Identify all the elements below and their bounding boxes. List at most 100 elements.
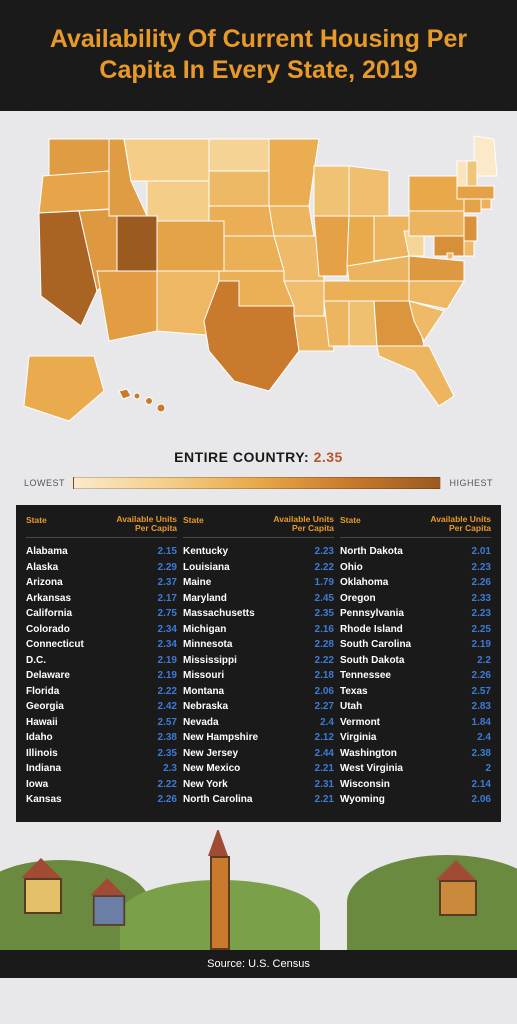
state-name: Louisiana (183, 560, 236, 576)
state-name: Nebraska (183, 699, 234, 715)
state-value: 2.22 (158, 777, 177, 793)
state-ma (457, 186, 494, 199)
state-ut (117, 216, 157, 271)
legend-high-label: HIGHEST (449, 478, 493, 488)
state-name: Colorado (26, 622, 76, 638)
state-value: 2.06 (315, 684, 334, 700)
table-row: Oklahoma2.26 (340, 575, 491, 591)
table-row: Vermont1.84 (340, 715, 491, 731)
table-row: New York2.31 (183, 777, 334, 793)
state-or (39, 171, 109, 213)
state-co (157, 221, 224, 271)
state-name: Alabama (26, 544, 74, 560)
state-value: 2.75 (158, 606, 177, 622)
table-column: StateAvailable Units Per CapitaAlabama2.… (26, 515, 177, 808)
table-row: Illinois2.35 (26, 746, 177, 762)
state-name: Idaho (26, 730, 59, 746)
table-row: New Mexico2.21 (183, 761, 334, 777)
source-footer: Source: U.S. Census (0, 950, 517, 978)
source-text: Source: U.S. Census (207, 958, 310, 970)
state-value: 2.42 (158, 699, 177, 715)
church-tower-icon (210, 830, 230, 950)
state-value: 2.31 (315, 777, 334, 793)
state-value: 2.01 (472, 544, 491, 560)
col-head-value: Available Units Per Capita (273, 515, 334, 534)
table-row: Rhode Island2.25 (340, 622, 491, 638)
state-value: 1.84 (472, 715, 491, 731)
state-name: Maine (183, 575, 217, 591)
state-name: Massachusetts (183, 606, 261, 622)
state-value: 2.22 (315, 653, 334, 669)
state-dc (447, 253, 453, 259)
table-row: Kentucky2.23 (183, 544, 334, 560)
state-sd (209, 171, 269, 206)
state-value: 2.83 (472, 699, 491, 715)
table-row: Maryland2.45 (183, 591, 334, 607)
state-value: 2.44 (315, 746, 334, 762)
legend-low-label: LOWEST (24, 478, 65, 488)
table-row: Iowa2.22 (26, 777, 177, 793)
state-value: 2.38 (158, 730, 177, 746)
table-row: Tennessee2.26 (340, 668, 491, 684)
state-name: Hawaii (26, 715, 64, 731)
house-icon (439, 860, 477, 916)
table-row: Mississippi 2.22 (183, 653, 334, 669)
state-al (349, 301, 377, 346)
state-value: 2.2 (477, 653, 491, 669)
table-row: Delaware2.19 (26, 668, 177, 684)
table-column: State Available Units Per Capita Kentucky2… (183, 515, 334, 808)
table-row: Florida2.22 (26, 684, 177, 700)
state-name: Mississippi (183, 653, 243, 669)
table-row: Missouri2.18 (183, 668, 334, 684)
state-name: Georgia (26, 699, 70, 715)
state-name: New Jersey (183, 746, 244, 762)
state-value: 1.79 (315, 575, 334, 591)
state-name: Pennsylvania (340, 606, 410, 622)
state-name: Alaska (26, 560, 64, 576)
state-ms (324, 301, 349, 346)
table-row: North Dakota 2.01 (340, 544, 491, 560)
state-name: Florida (26, 684, 65, 700)
legend-gradient-bar (73, 477, 441, 489)
state-name: Utah (340, 699, 368, 715)
state-name: Arizona (26, 575, 69, 591)
table-row: Nevada2.4 (183, 715, 334, 731)
col-head-state: State (26, 515, 47, 534)
table-column: StateAvailable Units Per CapitaNorth Dak… (340, 515, 491, 808)
state-value: 2.38 (472, 746, 491, 762)
state-value: 2.57 (158, 715, 177, 731)
state-name: Indiana (26, 761, 67, 777)
table-row: Massachusetts2.35 (183, 606, 334, 622)
table-row: New Hampshire2.12 (183, 730, 334, 746)
state-name: Oregon (340, 591, 382, 607)
state-value: 2.21 (315, 761, 334, 777)
state-nj (464, 216, 477, 241)
state-value: 2.23 (472, 560, 491, 576)
state-nd (209, 139, 269, 171)
state-value: 2.12 (315, 730, 334, 746)
state-mi (349, 166, 389, 216)
country-average: ENTIRE COUNTRY: 2.35 (0, 449, 517, 465)
state-value: 2.19 (158, 668, 177, 684)
state-value: 2.4 (320, 715, 334, 731)
state-name: North Dakota (340, 544, 409, 560)
state-value: 2.21 (315, 792, 334, 808)
state-name: D.C. (26, 653, 52, 669)
state-value: 2.4 (477, 730, 491, 746)
state-value: 2.28 (315, 637, 334, 653)
state-name: Missouri (183, 668, 230, 684)
state-value: 2.22 (315, 560, 334, 576)
table-row: Maine 1.79 (183, 575, 334, 591)
state-wy (147, 181, 209, 221)
table-row: Louisiana 2.22 (183, 560, 334, 576)
table-row: Ohio2.23 (340, 560, 491, 576)
table-row: Idaho 2.38 (26, 730, 177, 746)
table-row: North Carolina2.21 (183, 792, 334, 808)
col-head-state: State (340, 515, 361, 534)
table-row: West Virginia2 (340, 761, 491, 777)
table-row: Pennsylvania2.23 (340, 606, 491, 622)
col-head-state: State (183, 515, 204, 534)
house-icon (24, 858, 62, 914)
state-name: Texas (340, 684, 374, 700)
state-value: 2.26 (472, 668, 491, 684)
